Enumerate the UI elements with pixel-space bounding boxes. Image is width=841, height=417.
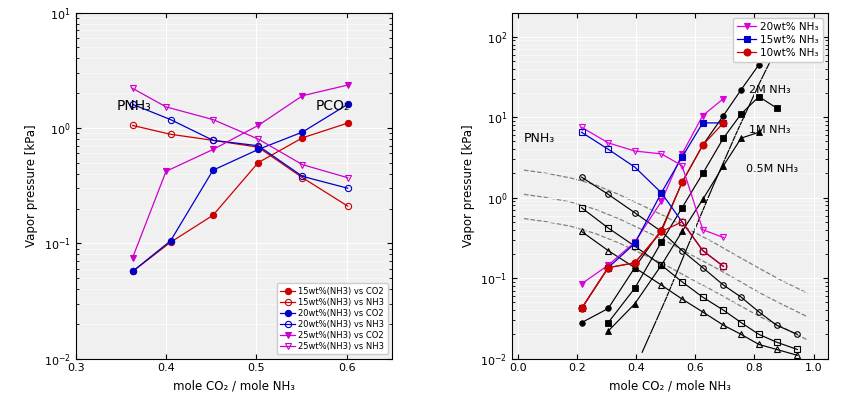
15wt% NH₃ — [577, 306, 587, 311]
Line: 15wt%(NH3) vs NH3: 15wt%(NH3) vs NH3 — [130, 122, 351, 209]
20wt%(NH3) vs CO2 — [253, 147, 263, 152]
10wt% NH₃ — [677, 180, 687, 185]
20wt%(NH3) vs NH3 — [342, 186, 352, 191]
25wt%(NH3) vs NH3 — [208, 117, 218, 122]
20wt%(NH3) vs NH3 — [128, 102, 138, 107]
Line: 20wt%(NH3) vs NH3: 20wt%(NH3) vs NH3 — [130, 101, 351, 191]
20wt%(NH3) vs CO2 — [342, 102, 352, 107]
20wt% NH₃ — [677, 151, 687, 156]
25wt%(NH3) vs NH3 — [298, 162, 308, 167]
20wt%(NH3) vs CO2 — [128, 269, 138, 274]
X-axis label: mole CO₂ / mole NH₃: mole CO₂ / mole NH₃ — [609, 379, 732, 392]
20wt%(NH3) vs CO2 — [166, 238, 176, 243]
20wt%(NH3) vs NH3 — [253, 143, 263, 148]
15wt%(NH3) vs CO2 — [342, 121, 352, 126]
Line: 25wt%(NH3) vs NH3: 25wt%(NH3) vs NH3 — [130, 85, 351, 181]
15wt% NH₃ — [630, 241, 640, 246]
25wt%(NH3) vs NH3 — [342, 175, 352, 180]
25wt%(NH3) vs CO2 — [208, 147, 218, 152]
X-axis label: mole CO₂ / mole NH₃: mole CO₂ / mole NH₃ — [172, 379, 295, 392]
10wt% NH₃ — [603, 265, 613, 270]
10wt% NH₃ — [630, 260, 640, 265]
Line: 15wt%(NH3) vs CO2: 15wt%(NH3) vs CO2 — [130, 120, 351, 274]
Text: PNH₃: PNH₃ — [116, 99, 151, 113]
Legend: 20wt% NH₃, 15wt% NH₃, 10wt% NH₃: 20wt% NH₃, 15wt% NH₃, 10wt% NH₃ — [733, 18, 823, 62]
Line: 15wt% NH₃: 15wt% NH₃ — [578, 119, 727, 312]
15wt%(NH3) vs NH3 — [298, 175, 308, 180]
Legend: 15wt%(NH3) vs CO2, 15wt%(NH3) vs NH3, 20wt%(NH3) vs CO2, 20wt%(NH3) vs NH3, 25wt: 15wt%(NH3) vs CO2, 15wt%(NH3) vs NH3, 20… — [277, 284, 388, 354]
25wt%(NH3) vs NH3 — [253, 136, 263, 141]
Text: 1M NH₃: 1M NH₃ — [748, 125, 790, 135]
20wt%(NH3) vs CO2 — [208, 168, 218, 173]
15wt%(NH3) vs NH3 — [208, 138, 218, 143]
20wt% NH₃ — [603, 263, 613, 268]
25wt%(NH3) vs CO2 — [253, 123, 263, 128]
25wt%(NH3) vs CO2 — [342, 83, 352, 88]
15wt%(NH3) vs NH3 — [253, 145, 263, 150]
Text: PCO₂: PCO₂ — [315, 99, 350, 113]
20wt% NH₃ — [577, 281, 587, 286]
15wt%(NH3) vs CO2 — [298, 136, 308, 141]
20wt%(NH3) vs NH3 — [208, 138, 218, 143]
Text: 0.5M NH₃: 0.5M NH₃ — [746, 163, 798, 173]
Text: PCO₂: PCO₂ — [770, 40, 801, 53]
10wt% NH₃ — [656, 229, 666, 234]
15wt% NH₃ — [603, 265, 613, 270]
20wt% NH₃ — [630, 240, 640, 245]
25wt%(NH3) vs CO2 — [161, 169, 171, 174]
Y-axis label: Vapor pressure [kPa]: Vapor pressure [kPa] — [25, 124, 38, 247]
15wt% NH₃ — [656, 190, 666, 195]
25wt%(NH3) vs CO2 — [298, 93, 308, 98]
15wt%(NH3) vs CO2 — [253, 160, 263, 165]
20wt% NH₃ — [698, 113, 708, 118]
15wt%(NH3) vs CO2 — [166, 240, 176, 245]
25wt%(NH3) vs CO2 — [128, 255, 138, 260]
15wt% NH₃ — [718, 121, 728, 126]
20wt% NH₃ — [656, 199, 666, 204]
Line: 10wt% NH₃: 10wt% NH₃ — [578, 119, 727, 312]
20wt%(NH3) vs NH3 — [298, 174, 308, 179]
Y-axis label: Vapor pressure [kPa]: Vapor pressure [kPa] — [462, 124, 474, 247]
Line: 25wt%(NH3) vs CO2: 25wt%(NH3) vs CO2 — [130, 82, 351, 261]
15wt% NH₃ — [698, 121, 708, 126]
10wt% NH₃ — [698, 143, 708, 148]
Text: 2M NH₃: 2M NH₃ — [748, 85, 791, 95]
15wt%(NH3) vs CO2 — [128, 269, 138, 274]
25wt%(NH3) vs NH3 — [128, 86, 138, 91]
25wt%(NH3) vs NH3 — [161, 104, 171, 109]
Text: PNH₃: PNH₃ — [524, 132, 555, 145]
10wt% NH₃ — [718, 121, 728, 126]
15wt%(NH3) vs NH3 — [166, 132, 176, 137]
15wt%(NH3) vs NH3 — [342, 203, 352, 208]
20wt%(NH3) vs NH3 — [166, 117, 176, 122]
20wt% NH₃ — [718, 96, 728, 101]
Line: 20wt%(NH3) vs CO2: 20wt%(NH3) vs CO2 — [130, 101, 351, 274]
15wt%(NH3) vs NH3 — [128, 123, 138, 128]
15wt% NH₃ — [677, 155, 687, 160]
20wt%(NH3) vs CO2 — [298, 130, 308, 135]
Line: 20wt% NH₃: 20wt% NH₃ — [578, 95, 727, 287]
15wt%(NH3) vs CO2 — [208, 213, 218, 218]
10wt% NH₃ — [577, 306, 587, 311]
